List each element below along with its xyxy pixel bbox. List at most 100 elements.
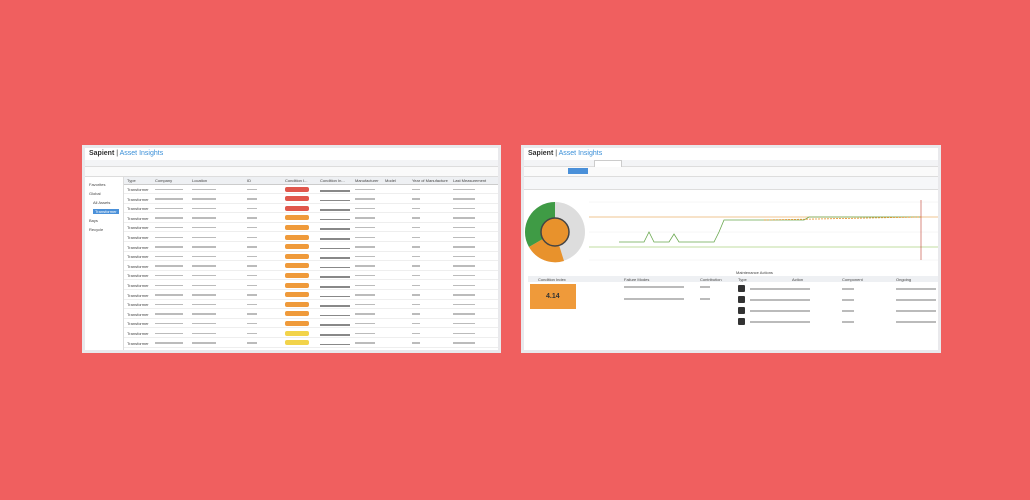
cell-text [192,236,216,238]
cell-text [155,313,183,315]
table-row [124,279,498,281]
cell-text [412,207,420,210]
column-header: Company [155,178,173,183]
sidebar-item: All Assets [93,200,111,205]
cell-text [192,217,216,219]
cell-type: Transformer [127,283,149,288]
toolbar [85,167,498,177]
button[interactable] [568,168,588,174]
cell-text [412,313,420,315]
cell-text [247,226,257,229]
cell-text [412,265,420,267]
cell-text [155,322,183,325]
brand: Sapient | Asset Insights [528,150,603,157]
cell-text [192,274,216,277]
cell-text [247,303,257,306]
cell-text [247,284,257,286]
cell-text [355,246,375,248]
cell-text [412,188,420,190]
cell-text [412,294,420,296]
cell-text [412,246,420,248]
condition-badge [285,301,309,307]
table-row [124,221,498,223]
table-row [124,346,498,348]
cell-type: Transformer [127,340,149,346]
condition-bar [320,276,350,278]
cell-text [355,332,375,334]
left-window: Sapient | Asset Insights Favorites Global… [82,145,501,353]
cell-text [155,226,183,229]
table-row [124,260,498,262]
action-icon [738,318,745,325]
condition-badge [285,244,309,250]
cell-text [453,226,475,229]
cell-text [155,294,183,296]
action-cell [750,299,810,301]
cell-text [355,284,375,286]
component-cell [842,288,854,290]
label: Condition Index [538,277,566,282]
contribution-cell [700,298,710,300]
condition-bar [320,238,350,240]
cell-text [192,246,216,248]
cell-text [355,265,375,267]
table-row [124,241,498,242]
cell-text [453,322,475,325]
cell-text [412,342,420,344]
sunburst-center [540,217,570,247]
ongoing-cell [896,310,936,312]
table-row [124,212,498,214]
column-header: Type [127,178,136,183]
cell-text [192,265,216,267]
cell-type: Transformer [127,254,149,260]
sidebar-item: Favorites [89,182,106,187]
cell-text [412,198,420,200]
cell-text [355,236,375,238]
table-row [124,317,498,319]
table-row [124,193,498,194]
cell-text [412,255,420,258]
cell-text [247,294,257,296]
condition-bar [320,228,350,230]
cell-text [453,274,475,277]
info-strip [524,177,938,190]
cell-text [355,217,375,219]
cell-text [155,246,183,248]
ongoing-cell [896,321,936,323]
cell-text [412,322,420,325]
condition-badge [285,224,309,230]
action-cell [750,310,810,312]
cell-text [453,313,475,315]
table-row [124,337,498,338]
condition-box [530,284,576,309]
toolbar [524,167,938,177]
condition-badge [285,186,309,192]
cell-type: Transformer [127,331,149,336]
sidebar-item: Global [89,191,101,196]
cell-type: Transformer [127,244,149,250]
tab-bar [85,160,498,167]
cell-text [453,198,475,200]
cell-text [453,265,475,267]
condition-bar [320,286,350,288]
cell-text [453,246,475,248]
cell-text [355,274,375,277]
column-header: Last Measurement [453,178,487,183]
cell-text [155,236,183,238]
component-cell [842,299,854,301]
contribution-cell [700,286,710,288]
cell-text [192,332,216,334]
cell-text [355,322,375,325]
condition-bar [320,209,350,211]
ongoing-cell [896,299,936,301]
cell-text [192,207,216,210]
table-row [124,231,498,233]
cell-text [412,303,420,306]
column-header: Condition I... [285,178,308,183]
cell-type: Transformer [127,225,149,231]
cell-text [155,265,183,267]
column-header: Component [842,277,863,282]
column-header: Type [738,277,747,282]
cell-text [355,255,375,258]
